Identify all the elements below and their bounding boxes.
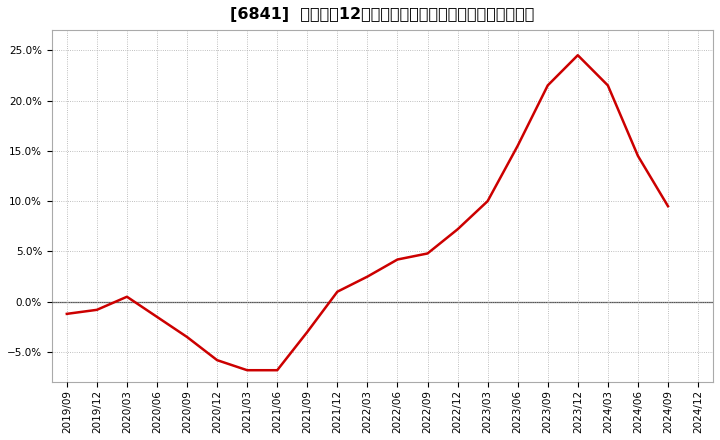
Title: [6841]  売上高の12か月移動合計の対前年同期増減率の推移: [6841] 売上高の12か月移動合計の対前年同期増減率の推移 [230,7,535,22]
